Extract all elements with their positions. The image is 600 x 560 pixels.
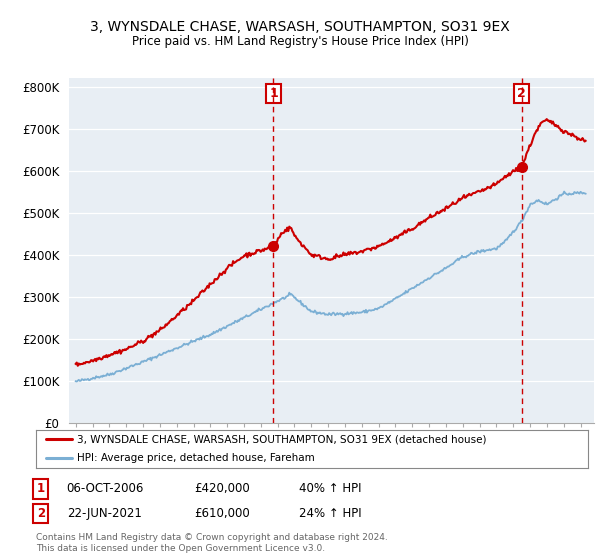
Text: 40% ↑ HPI: 40% ↑ HPI <box>299 482 361 496</box>
Text: HPI: Average price, detached house, Fareham: HPI: Average price, detached house, Fare… <box>77 453 315 463</box>
Text: 3, WYNSDALE CHASE, WARSASH, SOUTHAMPTON, SO31 9EX (detached house): 3, WYNSDALE CHASE, WARSASH, SOUTHAMPTON,… <box>77 434 487 444</box>
Text: £610,000: £610,000 <box>194 507 250 520</box>
Text: 1: 1 <box>269 87 278 100</box>
Text: 1: 1 <box>37 482 45 496</box>
Text: £420,000: £420,000 <box>194 482 250 496</box>
Text: 2: 2 <box>517 87 526 100</box>
Text: Price paid vs. HM Land Registry's House Price Index (HPI): Price paid vs. HM Land Registry's House … <box>131 35 469 48</box>
Text: 2: 2 <box>37 507 45 520</box>
Text: 24% ↑ HPI: 24% ↑ HPI <box>299 507 361 520</box>
Text: Contains HM Land Registry data © Crown copyright and database right 2024.
This d: Contains HM Land Registry data © Crown c… <box>36 533 388 553</box>
Text: 3, WYNSDALE CHASE, WARSASH, SOUTHAMPTON, SO31 9EX: 3, WYNSDALE CHASE, WARSASH, SOUTHAMPTON,… <box>90 20 510 34</box>
Text: 06-OCT-2006: 06-OCT-2006 <box>67 482 143 496</box>
Text: 22-JUN-2021: 22-JUN-2021 <box>68 507 142 520</box>
